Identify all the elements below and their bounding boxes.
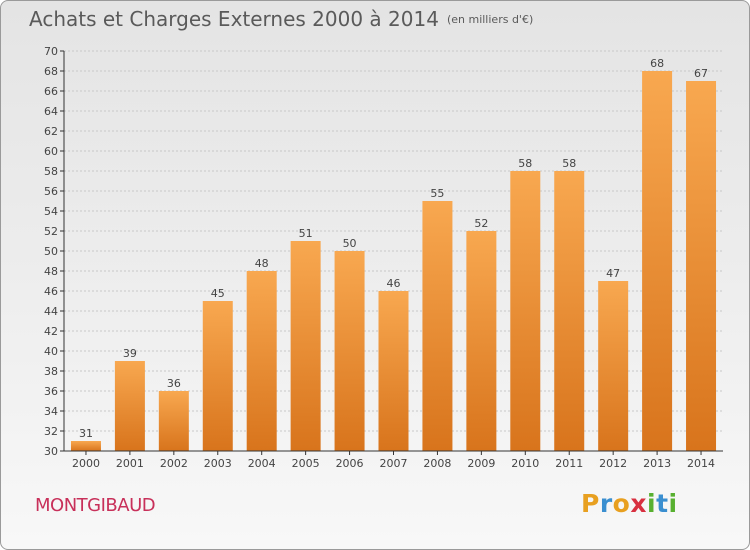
y-tick-label: 40 (44, 345, 58, 358)
bar (114, 361, 145, 451)
chart-subtitle: (en milliers d'€) (446, 13, 534, 26)
y-tick-label: 46 (44, 285, 58, 298)
x-tick-label: 2008 (423, 457, 451, 470)
data-label: 47 (606, 267, 620, 280)
y-tick-label: 70 (44, 45, 58, 58)
y-tick-label: 60 (44, 145, 58, 158)
x-tick-label: 2013 (643, 457, 671, 470)
x-tick-label: 2006 (336, 457, 364, 470)
bar (70, 441, 101, 451)
data-label: 52 (474, 217, 488, 230)
y-tick-label: 56 (44, 185, 58, 198)
brand-letter: x (630, 489, 647, 518)
bar (598, 281, 629, 451)
proxiti-logo: Proxiti (581, 489, 678, 518)
y-tick-label: 34 (44, 405, 58, 418)
y-tick-label: 36 (44, 385, 58, 398)
y-tick-label: 50 (44, 245, 58, 258)
bar (554, 171, 585, 451)
x-tick-label: 2003 (204, 457, 232, 470)
y-tick-label: 32 (44, 425, 58, 438)
y-tick-label: 64 (44, 105, 58, 118)
x-tick-label: 2010 (511, 457, 539, 470)
brand-letter: o (612, 489, 631, 518)
y-tick-label: 66 (44, 85, 58, 98)
chart-title: Achats et Charges Externes 2000 à 2014 (e… (29, 7, 533, 31)
x-tick-label: 2001 (116, 457, 144, 470)
commune-name: MONTGIBAUD (35, 495, 156, 516)
bar (246, 271, 277, 451)
labels: 30 32 34 36 38 40 42 44 46 48 50 52 54 56 58 60 62 64 66 68… (44, 45, 715, 470)
y-tick-label: 48 (44, 265, 58, 278)
bar (202, 301, 233, 451)
y-tick-label: 38 (44, 365, 58, 378)
y-tick-label: 54 (44, 205, 58, 218)
x-tick-label: 2002 (160, 457, 188, 470)
data-label: 51 (299, 227, 313, 240)
bar (422, 201, 453, 451)
x-tick-label: 2004 (248, 457, 276, 470)
data-label: 67 (694, 67, 708, 80)
y-tick-label: 58 (44, 165, 58, 178)
axes (60, 50, 723, 455)
data-label: 55 (430, 187, 444, 200)
brand-letter: r (599, 489, 613, 518)
data-label: 50 (343, 237, 357, 250)
x-tick-label: 2007 (380, 457, 408, 470)
x-tick-label: 2009 (467, 457, 495, 470)
data-label: 48 (255, 257, 269, 270)
bar (466, 231, 497, 451)
brand-letter: t (656, 489, 669, 518)
brand-letter: P (581, 489, 600, 518)
data-label: 58 (518, 157, 532, 170)
data-label: 31 (79, 427, 93, 440)
x-tick-label: 2000 (72, 457, 100, 470)
chart-title-text: Achats et Charges Externes 2000 à 2014 (29, 7, 439, 31)
bar (642, 71, 673, 451)
bar (158, 391, 189, 451)
data-label: 45 (211, 287, 225, 300)
brand-letter: i (668, 489, 678, 518)
y-tick-label: 68 (44, 65, 58, 78)
bar (686, 81, 717, 451)
y-tick-label: 30 (44, 445, 58, 458)
bar (290, 241, 321, 451)
bars (70, 71, 717, 451)
data-label: 58 (562, 157, 576, 170)
bar (378, 291, 409, 451)
bar (334, 251, 365, 451)
bar (510, 171, 541, 451)
data-label: 68 (650, 57, 664, 70)
y-tick-label: 62 (44, 125, 58, 138)
brand-letter: i (647, 489, 657, 518)
x-tick-label: 2011 (555, 457, 583, 470)
y-tick-label: 42 (44, 325, 58, 338)
data-label: 46 (387, 277, 401, 290)
x-tick-label: 2014 (687, 457, 715, 470)
data-label: 36 (167, 377, 181, 390)
y-tick-label: 52 (44, 225, 58, 238)
x-tick-label: 2012 (599, 457, 627, 470)
y-tick-label: 44 (44, 305, 58, 318)
x-tick-label: 2005 (292, 457, 320, 470)
data-label: 39 (123, 347, 137, 360)
